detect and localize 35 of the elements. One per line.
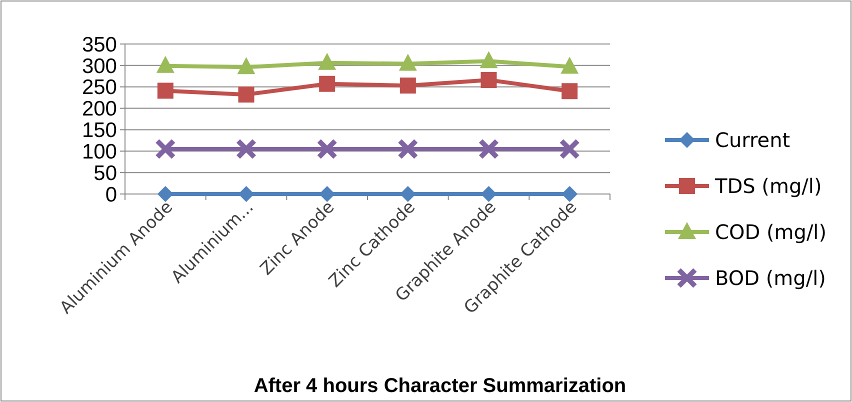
y-tick-label: 200 <box>82 98 117 121</box>
x-axis-title: After 4 hours Character Summarization <box>254 375 626 397</box>
point <box>318 52 336 70</box>
point <box>238 86 254 103</box>
legend-label: TDS (mg/l) <box>714 174 822 198</box>
point <box>237 57 256 74</box>
y-tick-label: 0 <box>105 183 117 206</box>
point <box>400 78 416 94</box>
y-tick-label: 300 <box>82 54 117 78</box>
legend-label: BOD (mg/l) <box>715 266 826 290</box>
point <box>157 186 174 202</box>
y-tick-label: 350 <box>82 33 117 56</box>
point <box>480 186 497 202</box>
point <box>397 138 418 160</box>
point <box>480 51 498 68</box>
y-tick-label: 250 <box>82 76 117 100</box>
point <box>560 56 579 74</box>
point <box>154 138 176 160</box>
point <box>559 138 580 160</box>
point <box>156 56 174 73</box>
point <box>238 186 254 202</box>
y-tick-label: 150 <box>82 119 117 142</box>
y-tick-label: 50 <box>94 162 117 185</box>
point <box>478 138 500 160</box>
legend-label: Current <box>715 128 790 152</box>
point <box>236 138 257 160</box>
point <box>562 186 578 202</box>
point <box>157 82 174 99</box>
point <box>480 72 497 88</box>
point <box>562 83 578 100</box>
point <box>319 76 336 92</box>
legend-label: COD (mg/l) <box>715 220 827 244</box>
point <box>316 138 338 160</box>
y-tick-label: 100 <box>82 140 117 164</box>
point <box>398 54 417 71</box>
